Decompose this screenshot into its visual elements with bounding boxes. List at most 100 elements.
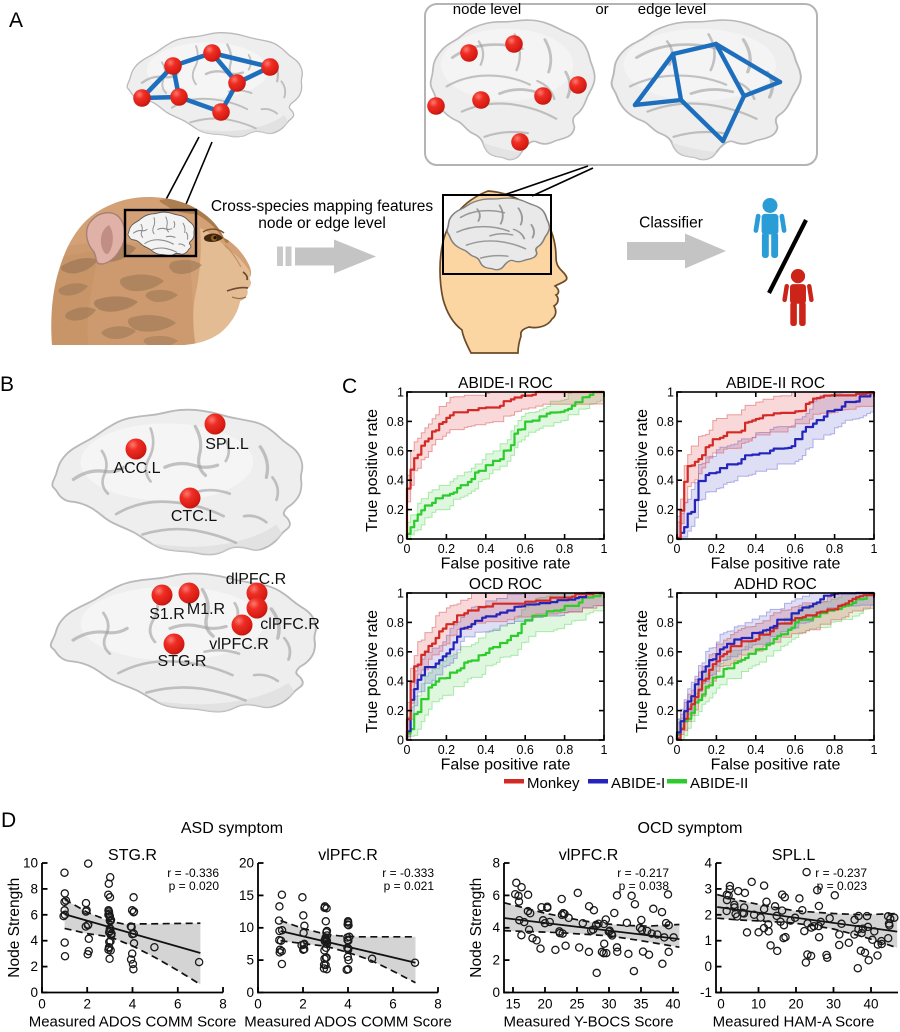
svg-text:15: 15 <box>505 997 520 1012</box>
svg-text:ABIDE-I: ABIDE-I <box>611 775 665 792</box>
svg-text:0.8: 0.8 <box>826 743 843 757</box>
svg-text:0.6: 0.6 <box>517 542 534 556</box>
svg-text:Node Strength: Node Strength <box>468 878 485 978</box>
svg-text:5: 5 <box>246 953 254 968</box>
svg-text:15: 15 <box>239 888 254 903</box>
svg-text:Monkey: Monkey <box>527 775 580 792</box>
svg-text:0.2: 0.2 <box>438 743 455 757</box>
svg-text:4: 4 <box>344 997 352 1012</box>
svg-text:0: 0 <box>397 533 404 547</box>
svg-text:0.4: 0.4 <box>657 675 674 689</box>
svg-text:30: 30 <box>601 997 616 1012</box>
svg-text:0.4: 0.4 <box>747 743 764 757</box>
svg-text:True positive rate: True positive rate <box>634 610 651 733</box>
svg-text:0: 0 <box>704 959 712 974</box>
svg-text:4: 4 <box>492 920 500 935</box>
svg-text:M1.R: M1.R <box>187 601 225 618</box>
svg-text:Node Strength: Node Strength <box>6 878 23 978</box>
svg-text:False positive rate: False positive rate <box>441 556 571 573</box>
svg-text:SPL.L: SPL.L <box>205 436 249 453</box>
svg-text:0.2: 0.2 <box>387 704 404 718</box>
svg-text:D: D <box>1 809 16 832</box>
svg-text:dlPFC.R: dlPFC.R <box>226 571 286 588</box>
svg-text:Measured HAM-A Score: Measured HAM-A Score <box>713 1014 875 1031</box>
svg-text:Measured ADOS COMM Score: Measured ADOS COMM Score <box>29 1014 237 1031</box>
svg-text:p = 0.023: p = 0.023 <box>817 879 868 893</box>
svg-text:0.4: 0.4 <box>747 542 764 556</box>
svg-text:node or edge level: node or edge level <box>258 215 386 232</box>
svg-text:ASD symptom: ASD symptom <box>181 820 283 837</box>
svg-text:vlPFC.R: vlPFC.R <box>559 847 619 864</box>
svg-text:1: 1 <box>871 743 878 757</box>
svg-text:1: 1 <box>397 386 404 400</box>
svg-text:OCD ROC: OCD ROC <box>469 576 542 593</box>
svg-text:2: 2 <box>299 997 307 1012</box>
svg-text:8: 8 <box>219 997 227 1012</box>
svg-text:0: 0 <box>254 997 262 1012</box>
svg-text:1: 1 <box>601 743 608 757</box>
svg-text:0.8: 0.8 <box>556 542 573 556</box>
svg-text:6: 6 <box>492 888 500 903</box>
svg-text:10: 10 <box>751 997 766 1012</box>
svg-text:Measured Y-BOCS Score: Measured Y-BOCS Score <box>503 1014 673 1031</box>
svg-text:1: 1 <box>667 587 674 601</box>
svg-text:p = 0.038: p = 0.038 <box>619 879 670 893</box>
svg-text:40: 40 <box>863 997 878 1012</box>
svg-text:True positive rate: True positive rate <box>364 610 381 733</box>
svg-text:2: 2 <box>492 953 500 968</box>
svg-text:1: 1 <box>397 587 404 601</box>
svg-text:0.4: 0.4 <box>387 474 404 488</box>
svg-text:8: 8 <box>30 881 38 896</box>
svg-text:30: 30 <box>826 997 841 1012</box>
svg-text:STG.R: STG.R <box>108 847 157 864</box>
svg-text:1: 1 <box>704 933 712 948</box>
svg-text:B: B <box>0 373 14 396</box>
svg-text:OCD symptom: OCD symptom <box>638 820 743 837</box>
svg-text:True positive rate: True positive rate <box>364 409 381 532</box>
svg-text:ACC.L: ACC.L <box>113 460 160 477</box>
svg-text:0.2: 0.2 <box>387 503 404 517</box>
svg-text:10: 10 <box>23 856 38 871</box>
svg-text:0.4: 0.4 <box>477 743 494 757</box>
svg-text:2: 2 <box>704 907 712 922</box>
svg-text:3: 3 <box>704 881 712 896</box>
svg-text:1: 1 <box>667 386 674 400</box>
svg-text:0.2: 0.2 <box>657 704 674 718</box>
svg-text:0.8: 0.8 <box>387 616 404 630</box>
svg-text:0: 0 <box>404 743 411 757</box>
svg-text:p = 0.020: p = 0.020 <box>169 879 220 893</box>
svg-text:1: 1 <box>601 542 608 556</box>
svg-text:0.8: 0.8 <box>556 743 573 757</box>
svg-text:4: 4 <box>704 856 712 871</box>
svg-text:2: 2 <box>30 959 38 974</box>
svg-text:10: 10 <box>239 920 254 935</box>
svg-text:8: 8 <box>434 997 442 1012</box>
svg-text:0.6: 0.6 <box>387 444 404 458</box>
svg-text:Measured ADOS COMM Score: Measured ADOS COMM Score <box>244 1014 452 1031</box>
svg-text:False positive rate: False positive rate <box>441 757 571 774</box>
svg-text:1: 1 <box>871 542 878 556</box>
svg-text:ADHD ROC: ADHD ROC <box>734 576 817 593</box>
svg-text:clPFC.R: clPFC.R <box>260 616 320 633</box>
svg-text:0.8: 0.8 <box>826 542 843 556</box>
svg-text:0: 0 <box>717 997 725 1012</box>
svg-text:0.6: 0.6 <box>657 444 674 458</box>
svg-text:6: 6 <box>30 907 38 922</box>
svg-text:0.8: 0.8 <box>387 415 404 429</box>
svg-text:A: A <box>9 9 23 32</box>
svg-text:0: 0 <box>674 542 681 556</box>
svg-text:4: 4 <box>129 997 137 1012</box>
svg-text:or: or <box>595 1 608 18</box>
svg-text:Classifier: Classifier <box>639 215 703 232</box>
svg-text:0.6: 0.6 <box>787 542 804 556</box>
svg-text:0: 0 <box>674 743 681 757</box>
svg-text:0: 0 <box>667 533 674 547</box>
svg-text:STG.R: STG.R <box>158 653 207 670</box>
svg-text:0.8: 0.8 <box>657 616 674 630</box>
svg-text:8: 8 <box>492 856 500 871</box>
svg-text:25: 25 <box>569 997 584 1012</box>
svg-text:6: 6 <box>389 997 397 1012</box>
svg-text:0: 0 <box>397 734 404 748</box>
svg-text:vlPFC.R: vlPFC.R <box>209 636 269 653</box>
svg-text:0.6: 0.6 <box>657 645 674 659</box>
